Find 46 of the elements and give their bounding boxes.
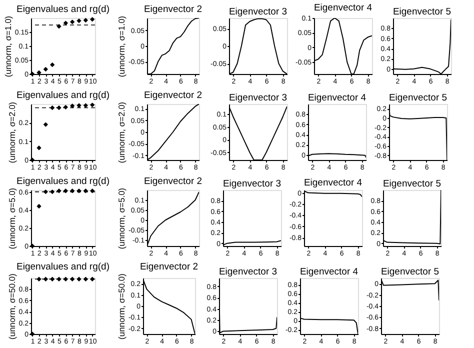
- point: [43, 122, 48, 127]
- point: [90, 17, 95, 22]
- chart-title: Eigenvalues and rg(d): [16, 262, 110, 273]
- y-axis-title: (unnorm, σ=2.0): [6, 102, 17, 164]
- point: [70, 20, 75, 24]
- y-axis-title: (unnorm, σ=1.0): [116, 16, 127, 78]
- point: [70, 104, 75, 108]
- y-axis-title: (unnorm, σ=1.0): [2, 16, 13, 78]
- chart-title: Eigenvalues and rg(d): [16, 4, 110, 15]
- point: [30, 72, 35, 76]
- point: [63, 20, 68, 26]
- point: [50, 62, 55, 68]
- y-axis-title: (unnorm, σ=50.0): [116, 273, 126, 340]
- chart-title: Eigenvector 2: [144, 176, 202, 187]
- point: [43, 66, 48, 72]
- chart-title: Eigenvector 5: [392, 6, 452, 18]
- y-axis-title: (unnorm, σ=2.0): [116, 102, 127, 164]
- chart-title: Eigenvector 3: [218, 266, 278, 278]
- point: [36, 204, 42, 209]
- point: [36, 146, 42, 150]
- chart-title: Eigenvector 5: [380, 266, 440, 278]
- point: [56, 105, 62, 110]
- point: [90, 102, 95, 108]
- point: [30, 158, 35, 162]
- y-axis-title: (unnorm, σ=50.0): [6, 273, 17, 340]
- point: [83, 18, 88, 23]
- y-axis-title: (unnorm, σ=5.0): [116, 188, 127, 250]
- chart-title: Eigenvector 2: [144, 4, 202, 15]
- chart-title: Eigenvalues and rg(d): [16, 176, 110, 187]
- point: [76, 103, 82, 108]
- chart-title: Eigenvector 4: [314, 2, 372, 14]
- chart-title: Eigenvalues and rg(d): [16, 90, 110, 101]
- chart-title: Eigenvector 2: [140, 262, 198, 273]
- point: [83, 103, 88, 108]
- y-axis-title: (unnorm, σ=5.0): [6, 188, 17, 250]
- point: [76, 18, 82, 24]
- chart-title: Eigenvector 5: [388, 92, 448, 104]
- point: [30, 244, 35, 248]
- chart-title: Eigenvector 3: [228, 92, 288, 104]
- chart-title: Eigenvector 3: [222, 178, 282, 190]
- chart-title: Eigenvector 5: [382, 178, 442, 190]
- chart-title: Eigenvector 4: [300, 266, 358, 278]
- chart-title: Eigenvector 4: [308, 92, 366, 104]
- chart-title: Eigenvector 2: [144, 90, 202, 101]
- chart-title: Eigenvector 4: [304, 177, 362, 188]
- chart-title: Eigenvector 3: [228, 6, 288, 18]
